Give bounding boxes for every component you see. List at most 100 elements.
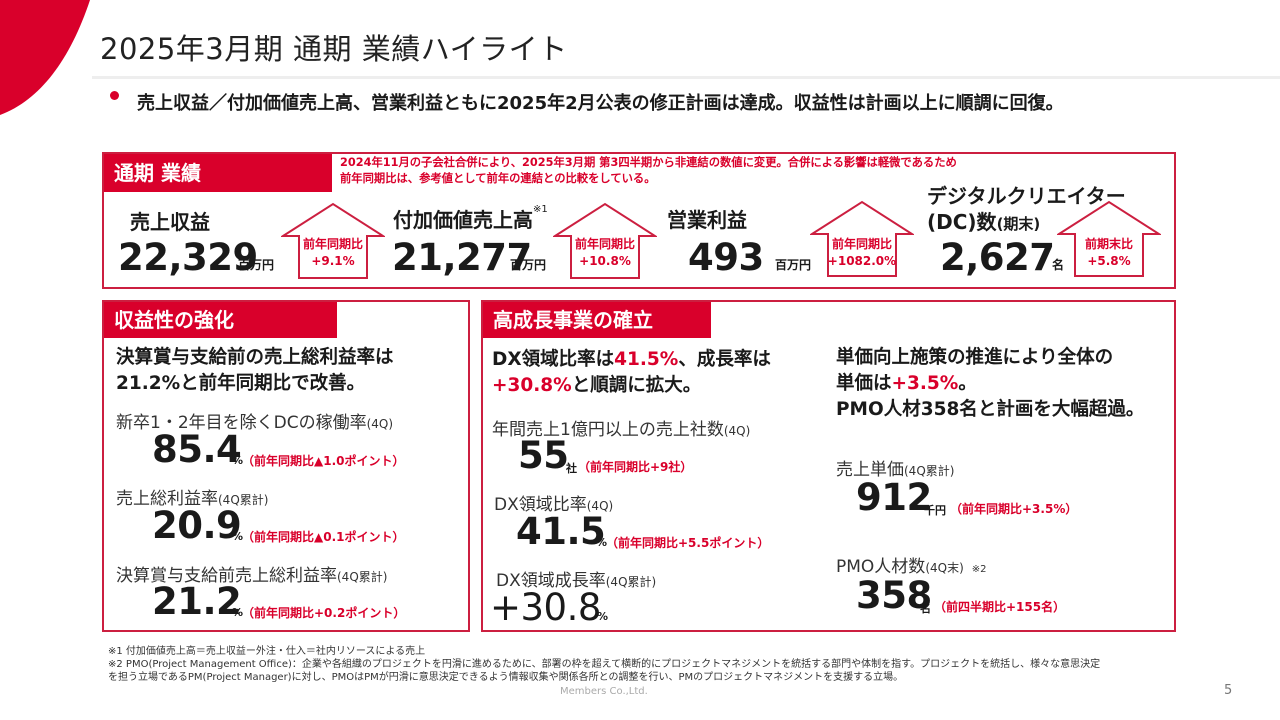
headline-line: PMO人材358名と計画を大幅超過。	[836, 399, 1145, 420]
page-title: 2025年3月期 通期 業績ハイライト	[100, 32, 568, 66]
metric-label-dx-growth: DX領域成長率(4Q累計)	[496, 566, 656, 591]
kpi-value-operating-profit: 493	[688, 236, 764, 279]
up-arrow-icon	[281, 202, 385, 279]
change-label: 前年同期比	[302, 237, 363, 251]
footnote-2: ※2 PMO(Project Management Office)：企業や各組織…	[108, 659, 1101, 670]
profitability-headline: 決算賞与支給前の売上総利益率は 21.2%と前年同期比で改善。	[116, 345, 394, 397]
metric-value-dx-ratio: 41.5	[516, 510, 606, 553]
metric-change-pre-bonus-margin: （前年同期比+0.2ポイント）	[242, 606, 406, 620]
metric-unit: %	[596, 536, 608, 549]
headline-text: 。	[958, 373, 977, 394]
kpi-unit-operating-profit: 百万円	[775, 258, 812, 272]
label-suffix: (4Q末)	[925, 561, 964, 575]
growth-tab: 高成長事業の確立	[483, 302, 711, 338]
metric-unit: 千円	[924, 504, 946, 517]
label-suffix: (4Q累計)	[337, 570, 388, 584]
label-text: 売上総利益率	[116, 489, 218, 509]
summary-bullet: 売上収益／付加価値売上高、営業利益ともに2025年2月公表の修正計画は達成。収益…	[137, 93, 1064, 114]
profitability-tab: 収益性の強化	[104, 302, 337, 338]
label-text: PMO人材数	[836, 557, 926, 577]
kpi-label-operating-profit: 営業利益	[667, 208, 747, 232]
change-label: 前年同期比	[574, 237, 635, 251]
note-line: 前年同期比は、参考値として前年の連結との比較をしている。	[340, 172, 656, 185]
headline-text: DX領域比率は	[492, 349, 615, 370]
growth-box	[481, 300, 1176, 632]
metric-change-utilization: （前年同期比▲1.0ポイント）	[242, 454, 405, 468]
metric-unit: 名	[920, 602, 931, 615]
metric-unit: %	[597, 610, 609, 623]
label-text: 新卒1・2年目を除くDCの稼働率	[116, 413, 367, 433]
metric-label-gross-margin: 売上総利益率(4Q累計)	[116, 484, 268, 509]
note-line: 2024年11月の子会社合併により、2025年3月期 第3四半期から非連結の数値…	[340, 156, 957, 169]
change-label: 前年同期比	[831, 237, 892, 251]
footnote-mark: ※1	[533, 204, 548, 215]
kpi-label-dc-count: デジタルクリエイター (DC)数(期末)	[927, 183, 1126, 237]
company-name: Members Co.,Ltd.	[560, 686, 648, 697]
corner-decoration	[0, 0, 90, 115]
headline-highlight: +3.5%	[891, 373, 959, 394]
up-arrow-icon	[1057, 200, 1161, 277]
kpi-value-value-added-sales: 21,277	[392, 236, 532, 279]
label-suffix: (期末)	[996, 215, 1041, 233]
headline-line: 決算賞与支給前の売上総利益率は	[116, 347, 394, 368]
label-suffix: (4Q累計)	[605, 575, 657, 589]
metric-value-utilization: 85.4	[152, 428, 242, 471]
headline-highlight: +30.8%	[492, 375, 572, 396]
profitability-box	[102, 300, 470, 632]
title-divider	[92, 76, 1280, 79]
metric-value-pre-bonus-margin: 21.2	[152, 580, 242, 623]
metric-value-pmo: 358	[856, 574, 932, 617]
metric-value-large-clients: 55	[518, 434, 569, 477]
label-line: デジタルクリエイター	[927, 184, 1126, 208]
metric-change-pmo: （前四半期比+155名）	[934, 600, 1066, 614]
headline-text: 、成長率は	[678, 349, 771, 370]
footnote-mark: ※2	[971, 564, 987, 575]
metric-value-unit-price: 912	[856, 476, 932, 519]
label-text: 決算賞与支給前売上総利益率	[116, 566, 337, 586]
label-text: 付加価値売上高	[393, 208, 533, 232]
metric-label-unit-price: 売上単価(4Q累計)	[836, 455, 954, 480]
label-text: 売上単価	[836, 460, 904, 480]
label-suffix: (4Q累計)	[904, 464, 955, 478]
metric-value-gross-margin: 20.9	[152, 504, 242, 547]
label-suffix: (4Q)	[366, 417, 394, 431]
label-text: 年間売上1億円以上の売上社数	[492, 420, 724, 440]
kpi-value-revenue: 22,329	[118, 236, 258, 279]
footnote-1: ※1 付加価値売上高＝売上収益ー外注・仕入＝社内リソースによる売上	[108, 646, 426, 657]
headline-line: 21.2%と前年同期比で改善。	[116, 373, 366, 394]
metric-change-large-clients: （前年同期比+9社）	[578, 460, 693, 474]
growth-right-headline: 単価向上施策の推進により全体の 単価は+3.5%。 PMO人材358名と計画を大…	[836, 345, 1144, 423]
kpi-unit-revenue: 百万円	[238, 258, 275, 272]
change-value: +10.8%	[579, 254, 631, 268]
kpi-change-dc-count: 前期末比 +5.8%	[1057, 236, 1161, 270]
kpi-unit-value-added-sales: 百万円	[510, 258, 547, 272]
kpi-label-revenue: 売上収益	[130, 210, 210, 234]
metric-unit: %	[232, 606, 244, 619]
label-suffix: (4Q累計)	[218, 493, 269, 507]
label-text: DX領域比率	[494, 495, 587, 515]
kpi-change-revenue: 前年同期比 +9.1%	[281, 236, 385, 270]
up-arrow-icon	[553, 202, 657, 279]
change-value: +1082.0%	[827, 254, 897, 268]
label-line: (DC)数	[927, 210, 997, 234]
growth-left-headline: DX領域比率は41.5%、成長率は +30.8%と順調に拡大。	[492, 347, 771, 399]
full-year-tab: 通期 業績	[104, 154, 332, 192]
kpi-change-value-added-sales: 前年同期比 +10.8%	[553, 236, 657, 270]
metric-label-large-clients: 年間売上1億円以上の売上社数(4Q)	[492, 415, 750, 440]
metric-unit: 社	[566, 462, 577, 475]
metric-unit: %	[232, 454, 244, 467]
metric-change-gross-margin: （前年同期比▲0.1ポイント）	[242, 530, 405, 544]
kpi-label-value-added-sales: 付加価値売上高※1	[393, 204, 548, 233]
kpi-value-dc-count: 2,627	[940, 236, 1055, 279]
bullet-icon	[110, 91, 119, 100]
kpi-change-operating-profit: 前年同期比 +1082.0%	[810, 236, 914, 270]
metric-label-utilization: 新卒1・2年目を除くDCの稼働率(4Q)	[116, 408, 393, 433]
metric-unit: %	[232, 530, 244, 543]
change-value: +9.1%	[311, 254, 355, 268]
change-value: +5.8%	[1087, 254, 1131, 268]
label-suffix: (4Q)	[586, 499, 614, 513]
metric-label-pre-bonus-margin: 決算賞与支給前売上総利益率(4Q累計)	[116, 561, 387, 586]
up-arrow-icon	[810, 200, 914, 277]
headline-text: と順調に拡大。	[571, 375, 702, 396]
change-label: 前期末比	[1084, 237, 1133, 251]
